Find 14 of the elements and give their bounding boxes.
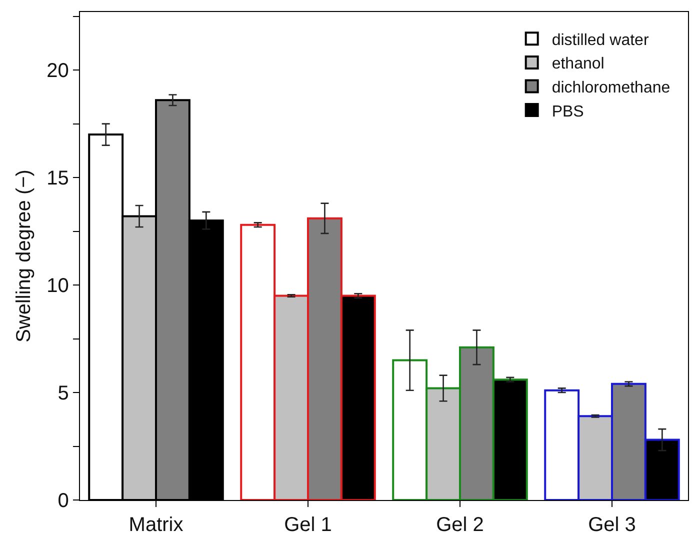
y-axis-title: Swelling degree (−): [12, 170, 35, 342]
y-tick-label: 10: [46, 275, 69, 298]
x-tick-label: Gel 1: [284, 514, 332, 536]
legend-label: distilled water: [552, 32, 650, 49]
y-tick-label: 0: [58, 490, 69, 512]
y-tick-label: 20: [46, 60, 69, 82]
legend-label: dichloromethane: [552, 80, 670, 96]
x-tick-label: Matrix: [128, 514, 184, 536]
legend-label: PBS: [552, 103, 584, 120]
y-tick-label: 5: [58, 382, 69, 405]
legend-label: ethanol: [552, 56, 604, 73]
y-tick-label: 15: [46, 168, 69, 190]
x-tick-label: Gel 2: [436, 514, 484, 536]
x-tick-label: Gel 3: [588, 514, 636, 536]
